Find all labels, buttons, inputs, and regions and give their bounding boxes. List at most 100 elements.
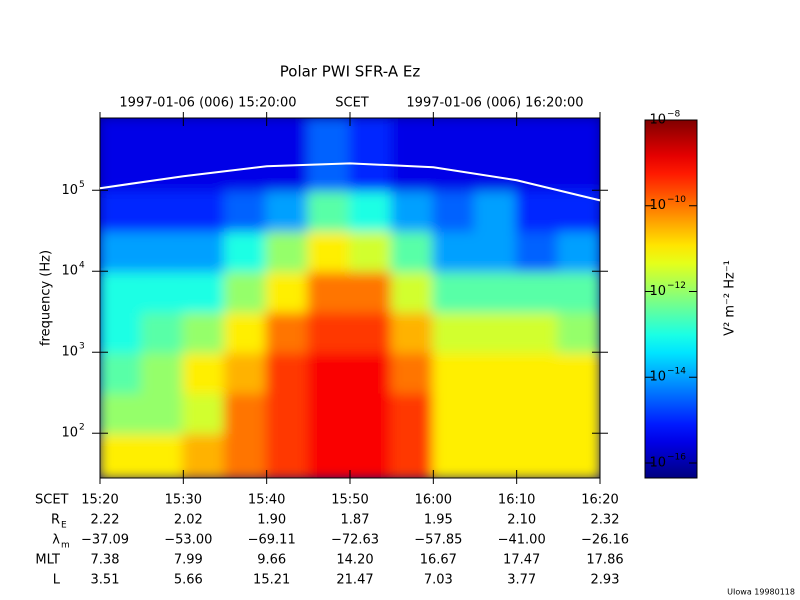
heat-cell — [390, 351, 435, 394]
heat-cell — [474, 432, 518, 478]
y-tick-label: 10 — [61, 264, 78, 279]
ephemeris-label-sub: E — [61, 521, 67, 531]
heat-cell — [224, 391, 268, 435]
y-tick-exponent: 5 — [79, 180, 85, 190]
heat-cell — [432, 391, 476, 435]
colorbar-tick-label: 10 — [649, 198, 666, 213]
heat-cell — [307, 351, 351, 394]
heat-cell — [474, 351, 518, 394]
heat-cell — [515, 310, 560, 354]
heat-cell — [557, 229, 600, 273]
heat-cell — [265, 189, 310, 232]
ephemeris-value: 5.66 — [174, 573, 203, 588]
heat-cell — [390, 270, 435, 313]
heat-cell — [182, 432, 226, 478]
ephemeris-value: 15.21 — [253, 573, 290, 588]
heat-cell — [432, 270, 476, 313]
ephemeris-value: 16:20 — [581, 493, 618, 508]
header-start: 1997-01-06 (006) 15:20:00 — [119, 96, 296, 111]
heat-cell — [100, 351, 143, 394]
heat-cell — [557, 118, 600, 192]
ephemeris-value: 7.03 — [424, 573, 453, 588]
heat-cell — [557, 310, 600, 354]
heat-cell — [140, 229, 185, 273]
heat-cell — [515, 229, 560, 273]
heat-cell — [390, 391, 435, 435]
heat-cell — [474, 310, 518, 354]
heat-cell — [349, 118, 393, 192]
heat-cell — [140, 189, 185, 232]
heat-cell — [224, 118, 268, 192]
heat-cell — [140, 432, 185, 478]
heat-cell — [432, 310, 476, 354]
heat-cell — [224, 270, 268, 313]
heat-cell — [182, 118, 226, 192]
heat-cell — [182, 351, 226, 394]
curve — [99, 162, 601, 202]
heat-cell — [390, 118, 435, 192]
heatmap-cells — [100, 118, 600, 478]
ephemeris-value: 14.20 — [336, 553, 373, 568]
ephemeris-value: 7.38 — [91, 553, 120, 568]
heat-cell — [432, 118, 476, 192]
heat-cell — [515, 270, 560, 313]
y-tick-exponent: 3 — [79, 342, 85, 352]
heat-cell — [224, 310, 268, 354]
heat-cell — [432, 432, 476, 478]
heat-cell — [182, 189, 226, 232]
ephemeris-value: −69.11 — [248, 533, 296, 548]
heat-cell — [265, 270, 310, 313]
heat-cell — [474, 229, 518, 273]
ephemeris-value: 2.22 — [91, 513, 120, 528]
heat-cell — [515, 189, 560, 232]
heat-cell — [140, 351, 185, 394]
y-tick-exponent: 4 — [79, 261, 85, 271]
heat-cell — [515, 432, 560, 478]
heat-cell — [100, 391, 143, 435]
colorbar-label: V² m⁻² Hz⁻¹ — [723, 260, 738, 336]
heat-cell — [349, 229, 393, 273]
heat-cell — [140, 270, 185, 313]
heat-cell — [557, 189, 600, 232]
colorbar-tick-label: 10 — [649, 113, 666, 128]
heat-cell — [182, 391, 226, 435]
ephemeris-value: 16:00 — [415, 493, 452, 508]
heat-cell — [349, 310, 393, 354]
heat-cell — [307, 229, 351, 273]
heat-cell — [349, 189, 393, 232]
heat-cell — [224, 351, 268, 394]
ephemeris-value: 1.87 — [341, 513, 370, 528]
y-axis-label: frequency (Hz) — [39, 250, 54, 346]
heat-cell — [390, 432, 435, 478]
y-tick-exponent: 2 — [79, 423, 85, 433]
colorbar-tick-exponent: −8 — [667, 110, 681, 120]
ephemeris-value: 15:40 — [248, 493, 285, 508]
heat-cell — [265, 118, 310, 192]
heat-cell — [224, 432, 268, 478]
heat-cell — [182, 270, 226, 313]
ephemeris-value: 16:10 — [498, 493, 535, 508]
heat-cell — [265, 351, 310, 394]
heat-cell — [100, 189, 143, 232]
colorbar — [644, 119, 698, 479]
heat-cell — [140, 310, 185, 354]
heat-cell — [100, 270, 143, 313]
ephemeris-value: 2.10 — [507, 513, 536, 528]
y-tick-label: 10 — [61, 345, 78, 360]
colorbar-tick-label: 10 — [649, 370, 666, 385]
ephemeris-value: 16.67 — [420, 553, 457, 568]
heat-cell — [474, 270, 518, 313]
heat-cell — [432, 351, 476, 394]
header-end: 1997-01-06 (006) 16:20:00 — [406, 96, 583, 111]
heat-cell — [515, 118, 560, 192]
ephemeris-value: 15:50 — [331, 493, 368, 508]
ephemeris-value: 15:20 — [81, 493, 118, 508]
colorbar-tick-exponent: −12 — [667, 281, 686, 291]
heatmap — [100, 118, 600, 478]
y-tick-label: 10 — [61, 426, 78, 441]
ephemeris-value: 3.51 — [91, 573, 120, 588]
heat-cell — [182, 310, 226, 354]
heat-cell — [100, 118, 143, 192]
ephemeris-value: 9.66 — [257, 553, 286, 568]
